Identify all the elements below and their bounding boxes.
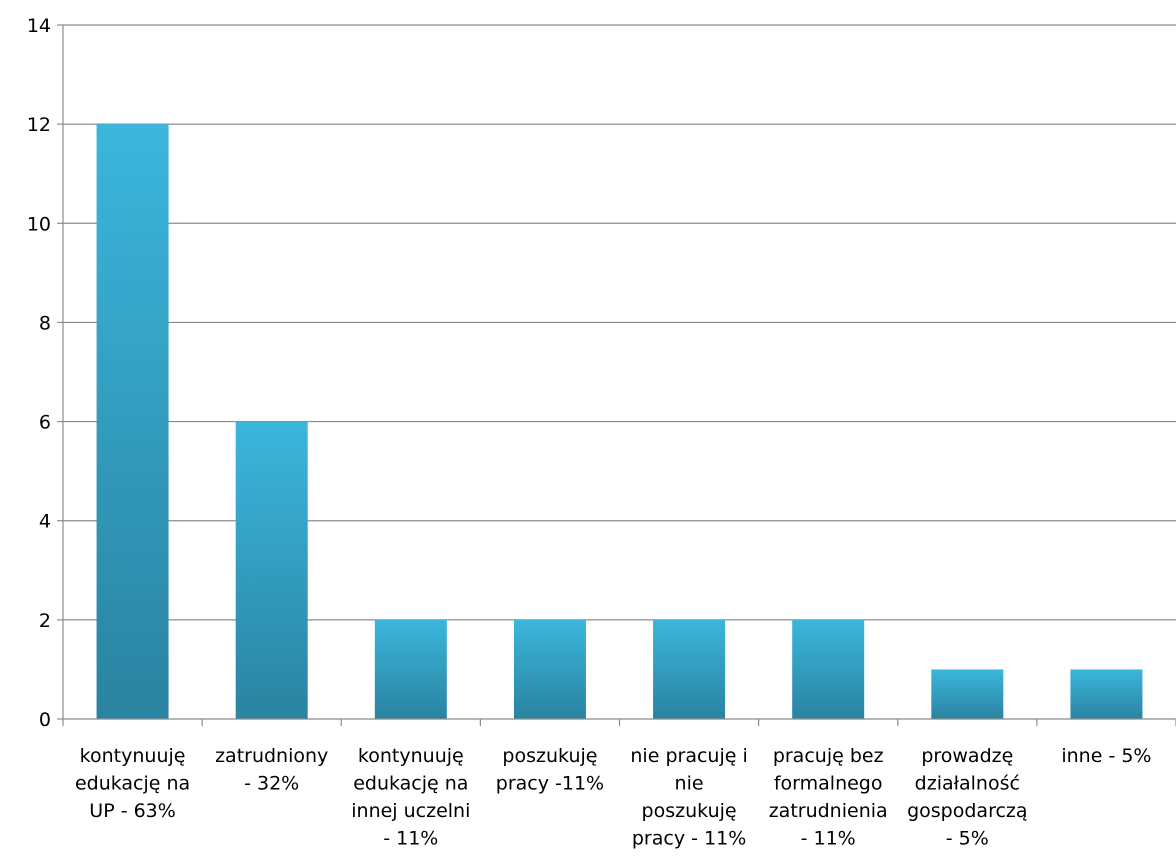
category-label: inne - 5% [1061, 745, 1151, 767]
bar [1070, 669, 1143, 719]
category-labels: kontynuuję edukację na UP - 63% zatrudniony… [75, 745, 1152, 850]
category-label: kontynuuję edukację na innej uczelni - 11% [351, 745, 470, 850]
bars [96, 124, 1143, 719]
category-label: pracuję bez formalnego zatrudnienia - 11% [769, 745, 888, 850]
y-tick-label: 14 [27, 15, 51, 37]
category-label: nie pracuję i nie poszukuję pracy - 11% [630, 745, 747, 850]
bar [374, 619, 447, 719]
category-label: prowadzę działalność gospodarczą - 5% [907, 745, 1027, 850]
category-label: kontynuuję edukację na UP - 63% [75, 745, 190, 822]
bar [931, 669, 1004, 719]
y-tick-label: 8 [39, 312, 51, 334]
y-tick-label: 6 [39, 412, 51, 434]
bar [653, 619, 726, 719]
y-tick-labels: 0 2 4 6 8 10 12 14 [27, 15, 51, 731]
bar [792, 619, 865, 719]
category-label: zatrudniony - 32% [215, 745, 328, 795]
y-tick-label: 4 [39, 511, 51, 533]
gridlines [63, 24, 1176, 621]
bar [513, 619, 586, 719]
bar [235, 421, 308, 719]
y-tick-label: 10 [27, 213, 51, 235]
category-label: poszukuję pracy -11% [496, 745, 604, 795]
y-tick-label: 12 [27, 114, 51, 136]
bar [96, 124, 169, 719]
y-tick-label: 2 [39, 610, 51, 632]
axes [57, 24, 1176, 726]
y-tick-label: 0 [39, 709, 51, 731]
